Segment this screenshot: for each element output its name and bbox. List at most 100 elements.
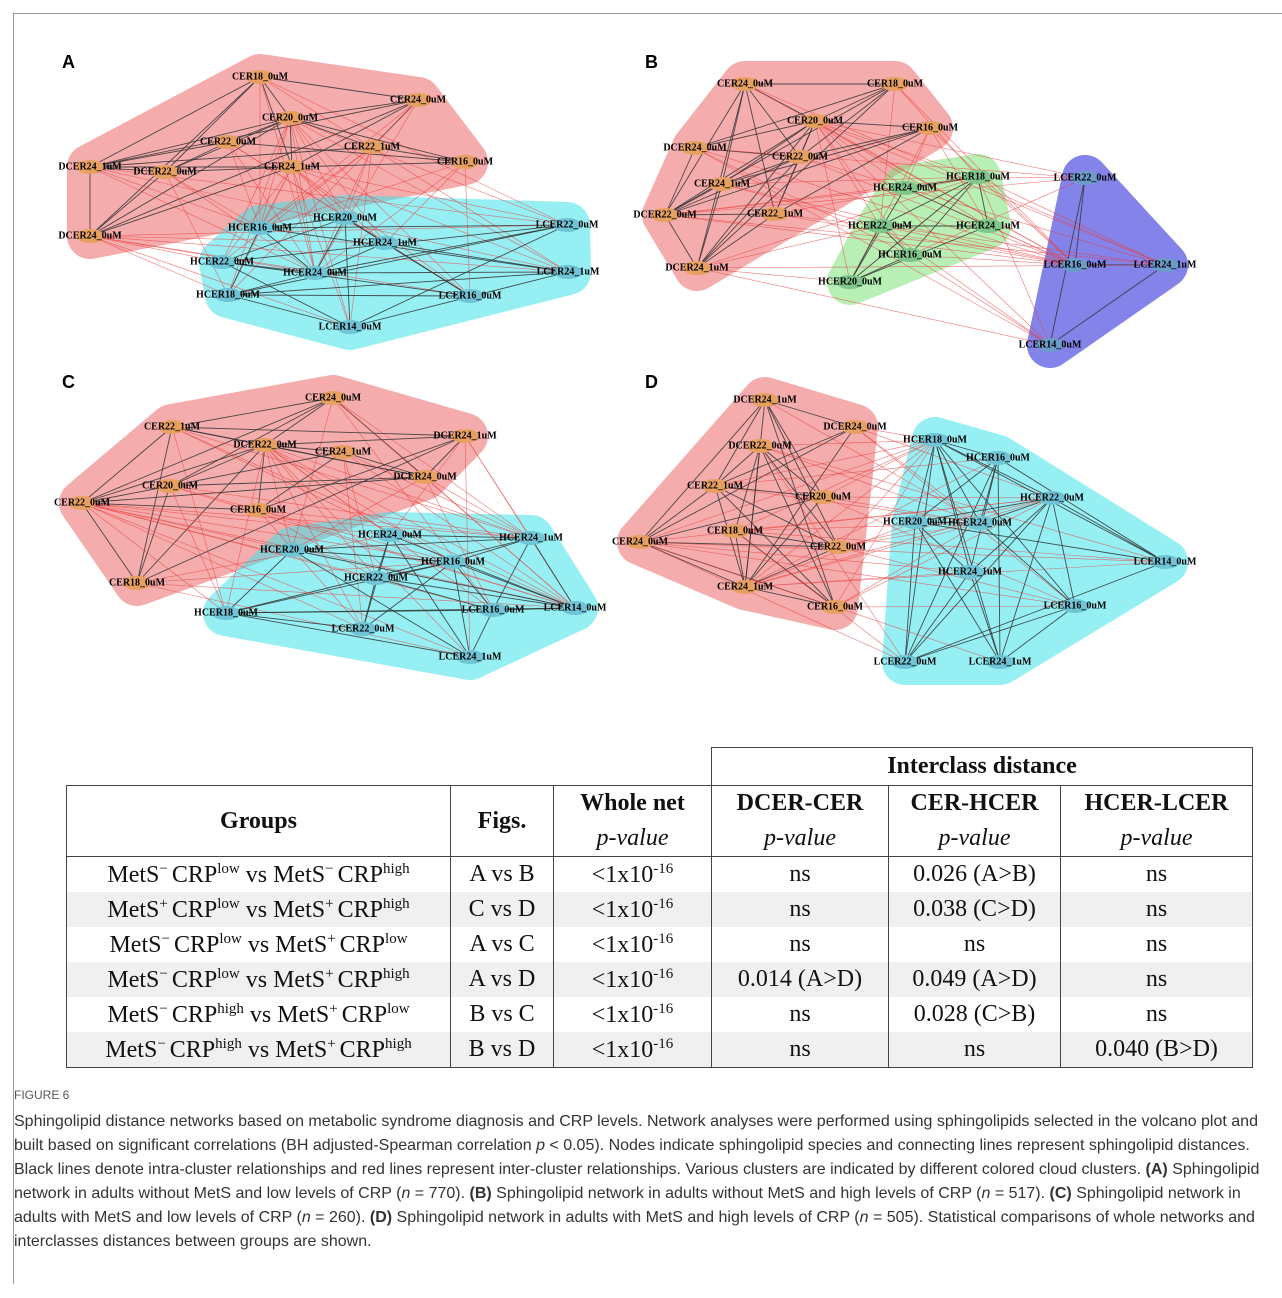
node: [68, 496, 96, 510]
interclass-cell: ns: [711, 927, 889, 962]
network-panel: CER24_0uM CER22_1uM DCER22_0uM CER24_1uM DCE…: [54, 372, 607, 680]
node-label: HCER20_0uM: [818, 276, 882, 287]
node-label: CER24_0uM: [390, 94, 447, 105]
intra-edge: [904, 571, 971, 663]
intra-edge: [136, 435, 466, 584]
node: [866, 219, 894, 233]
intra-edge: [452, 561, 576, 609]
node-label: CER16_0uM: [230, 504, 287, 515]
inter-edge: [259, 76, 568, 226]
intra-edge: [1051, 497, 1166, 563]
group-text: CRP: [337, 861, 383, 888]
inter-edge: [987, 225, 1076, 266]
intra-edge: [469, 609, 494, 658]
inter-edge: [721, 183, 1076, 266]
node-label: DCER24_0uM: [393, 471, 457, 482]
p-value-label: p-value: [1120, 825, 1193, 851]
group-cell: MetS− CRPlow vs MetS+ CRPhigh: [66, 962, 451, 997]
panel-label: B: [645, 52, 658, 72]
inter-edge: [89, 235, 471, 297]
node-label: HCER20_0uM: [260, 544, 324, 555]
node-label: LCER14_0uM: [544, 602, 607, 613]
node-label: LCER22_0uM: [332, 623, 395, 634]
node: [921, 433, 949, 447]
inter-edge: [314, 146, 373, 274]
node: [319, 391, 347, 405]
inter-edge: [929, 127, 1076, 266]
whole-cell: <1x10-16: [553, 962, 712, 997]
inter-edge: [854, 426, 981, 524]
node: [1061, 599, 1089, 613]
inter-edge: [264, 444, 471, 658]
inter-edge: [734, 530, 1166, 563]
node-label: CER22_0uM: [810, 541, 867, 552]
group-cell: MetS− CRPhigh vs MetS+ CRPhigh: [66, 1032, 451, 1068]
table-row: MetS− CRPlow vs MetS− CRPhigh A vs B <1x10-16 n…: [66, 856, 1253, 892]
node-label: CER18_0uM: [867, 78, 924, 89]
node: [411, 470, 439, 484]
group-text: +: [325, 965, 334, 982]
node: [251, 438, 279, 452]
intra-edge: [349, 224, 568, 328]
inter-edge: [291, 166, 351, 328]
node-label: CER18_0uM: [232, 71, 289, 82]
inter-edge: [464, 435, 471, 658]
intra-edge: [969, 497, 1053, 573]
node-label: LCER16_0uM: [1044, 259, 1107, 270]
group-text: −: [325, 860, 334, 877]
inter-edge: [854, 426, 1076, 607]
intra-edge: [89, 99, 419, 237]
inter-edge: [977, 176, 1051, 346]
network-panel: CER24_0uM CER18_0uM CER20_0uM CER16_0uM DCER…: [633, 52, 1197, 368]
inter-edge: [744, 561, 1166, 588]
inter-edge: [977, 176, 1166, 266]
empty-cell: [451, 748, 554, 786]
node-label: CER22_1uM: [747, 208, 804, 219]
inter-edge: [837, 522, 981, 548]
interclass-cell: ns: [711, 1032, 889, 1068]
inter-edge: [879, 83, 896, 227]
intra-edge: [291, 549, 576, 609]
inter-edge: [639, 541, 1076, 607]
caption-segment: = 260).: [310, 1209, 370, 1226]
header-cell: Figs.: [450, 785, 554, 857]
node-label: HCER24_0uM: [948, 517, 1012, 528]
inter-edge: [639, 541, 1001, 663]
node: [801, 114, 829, 128]
group-text: low: [385, 930, 408, 947]
node: [76, 229, 104, 243]
node: [836, 275, 864, 289]
node-label: LCER22_0uM: [874, 656, 937, 667]
interclass-cell: 0.038 (C>D): [888, 892, 1061, 927]
node: [278, 160, 306, 174]
intra-edge: [934, 439, 1001, 663]
intra-edge: [714, 399, 766, 487]
header-row: Groups Figs. Whole net DCER-CER CER-HCER HCER…: [66, 785, 1253, 857]
inter-edge: [136, 582, 471, 658]
caption-segment: n: [859, 1209, 869, 1226]
intra-edge: [1049, 264, 1166, 346]
node: [1071, 171, 1099, 185]
whole-cell: <1x10-16: [553, 1032, 712, 1068]
node-label: LCER22_0uM: [536, 219, 599, 230]
intra-edge: [314, 271, 569, 274]
inter-edge: [714, 457, 999, 487]
interclass-cell: ns: [1060, 997, 1253, 1032]
intra-edge: [384, 242, 569, 273]
inter-edge: [664, 177, 1086, 216]
inter-edge: [744, 521, 916, 588]
header-cell: HCER-LCER: [1060, 785, 1253, 821]
node: [701, 479, 729, 493]
intra-edge: [721, 156, 801, 185]
p-value-base: <1x10: [591, 1036, 654, 1063]
node-label: LCER16_0uM: [439, 290, 502, 301]
node: [517, 531, 545, 545]
group-text: −: [159, 860, 168, 877]
intra-edge: [169, 476, 426, 487]
intra-edge: [259, 227, 316, 274]
inter-edge: [694, 147, 1086, 179]
node-label: HCER24_1uM: [353, 237, 417, 248]
intra-edge: [934, 439, 971, 573]
group-text: high: [382, 860, 410, 877]
node-label: HCER22_0uM: [1020, 492, 1084, 503]
